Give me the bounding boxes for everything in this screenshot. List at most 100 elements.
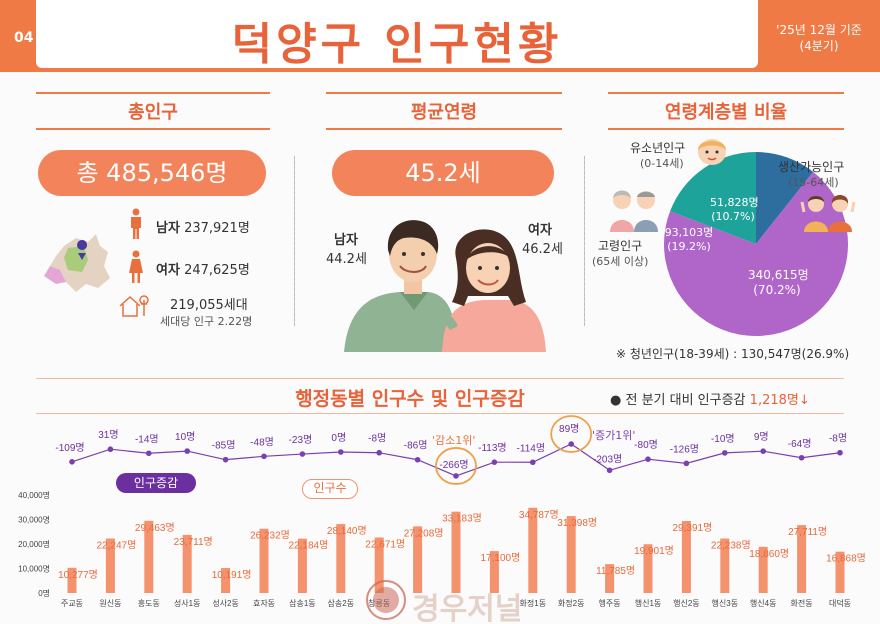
bullet-icon: ● — [610, 393, 622, 408]
x-tick-label: 행신1동 — [635, 598, 662, 608]
newspaper-seal-logo — [366, 580, 406, 620]
x-tick-label: 성사1동 — [174, 599, 201, 608]
change-point — [414, 456, 421, 463]
x-tick-label: 원신동 — [99, 599, 121, 608]
change-value-label: 89명 — [559, 423, 579, 435]
youth-slice-percent: (10.7%) — [711, 210, 755, 223]
bar — [720, 538, 730, 593]
bar — [297, 538, 307, 593]
x-tick-label: 화정2동 — [558, 598, 585, 608]
youth-range: (0-14세) — [640, 157, 684, 170]
average-age-section-title: 평균연령 — [410, 102, 478, 123]
working-range: (15-64세) — [788, 176, 839, 189]
district-section-title: 행정동별 인구수 및 인구증감 — [295, 388, 525, 410]
reference-date-line2: (4분기) — [799, 39, 839, 53]
bar — [489, 551, 499, 593]
change-point — [299, 451, 306, 457]
y-tick-label: 0명 — [38, 588, 50, 598]
change-value-label: 9명 — [754, 431, 769, 443]
working-slice-value: 340,615명 — [748, 268, 809, 282]
section-rule — [608, 92, 844, 94]
bar — [67, 567, 77, 593]
youth-slice-label: 51,828명 (10.7%) — [710, 194, 759, 223]
bar-value-label: 22,238명 — [711, 540, 751, 552]
bar-value-label: 18,860명 — [749, 548, 789, 560]
male-count: 남자 237,921명 — [156, 217, 250, 236]
legend-population: 인구수 — [302, 479, 358, 499]
column-divider — [584, 156, 585, 326]
section-rule — [36, 128, 270, 130]
column-divider — [294, 156, 295, 326]
bar-value-label: 34,787명 — [519, 509, 559, 521]
section-rule — [36, 378, 844, 379]
bar — [758, 546, 768, 593]
x-tick-label: 효자동 — [253, 599, 275, 608]
youth-label: 유소년인구 — [630, 141, 686, 155]
bar-value-label: 27,208명 — [404, 527, 444, 539]
change-value-label: -126명 — [670, 443, 699, 455]
age-group-pie-chart — [664, 152, 848, 336]
change-point — [568, 441, 574, 447]
bar — [374, 537, 384, 593]
working-slice-percent: (70.2%) — [753, 283, 801, 297]
bar-value-label: 27,711명 — [788, 526, 827, 538]
change-point — [453, 473, 459, 479]
change-point — [107, 446, 114, 453]
x-tick-label: 행신2동 — [673, 598, 700, 608]
bar-value-label: 11,785명 — [596, 565, 635, 577]
section-rule — [608, 128, 844, 130]
change-point — [222, 456, 229, 463]
female-label: 여자 — [156, 263, 180, 278]
bar-value-label: 23,711명 — [174, 536, 213, 548]
working-age-people-icon — [800, 195, 856, 232]
x-tick-label: 행신4동 — [750, 598, 777, 608]
bar — [681, 520, 691, 593]
male-value: 237,921명 — [184, 221, 250, 236]
change-value-label: 10명 — [175, 431, 195, 443]
quarter-change-note: ● 전 분기 대비 인구증감 1,218명↓ — [610, 389, 810, 408]
bar — [528, 507, 538, 593]
quarter-change-prefix: 전 분기 대비 인구증감 — [625, 393, 746, 408]
section-rule — [36, 92, 270, 94]
change-point — [261, 453, 267, 460]
change-point — [184, 448, 190, 454]
female-age-label: 여자 — [528, 223, 552, 238]
reference-date-line1: '25년 12월 기준 — [776, 23, 862, 37]
change-point — [338, 449, 344, 455]
bar-value-label: 22,247명 — [97, 539, 137, 551]
change-point — [376, 449, 383, 456]
section-rule — [326, 128, 562, 130]
female-value: 247,625명 — [184, 263, 250, 278]
male-person-icon — [131, 208, 141, 239]
bar — [105, 538, 115, 593]
y-tick-label: 30,000명 — [18, 515, 50, 525]
decrease-highlight-circle — [435, 447, 477, 485]
change-value-label: -85명 — [212, 440, 236, 452]
change-value-label: -80명 — [634, 439, 658, 451]
change-point — [146, 450, 152, 457]
change-value-label: -86명 — [404, 440, 428, 452]
change-value-label: -8명 — [368, 433, 386, 445]
decrease-top-tag: '감소1위' — [432, 434, 476, 447]
x-tick-label: 주교동 — [61, 599, 83, 608]
change-value-label: 31명 — [98, 429, 118, 441]
working-slice-label: 340,615명 (70.2%) — [748, 266, 809, 297]
bar-value-label: 29,463명 — [135, 522, 175, 534]
increase-highlight-circle — [550, 415, 593, 453]
bar — [259, 528, 269, 593]
bar-value-label: 22,184명 — [289, 540, 329, 552]
change-point — [837, 449, 843, 456]
change-point — [491, 459, 498, 465]
female-person-icon — [129, 250, 143, 283]
child-figure-icon — [698, 139, 726, 165]
household-count: 219,055세대 — [170, 298, 248, 313]
y-tick-label: 40,000명 — [18, 490, 50, 500]
change-point — [645, 456, 651, 463]
x-tick-label: 삼송1동 — [289, 598, 316, 608]
change-point — [606, 467, 613, 474]
x-tick-label: 삼송2동 — [328, 598, 355, 608]
x-tick-label: 행주동 — [599, 598, 621, 608]
female-age-value: 46.2세 — [522, 242, 563, 257]
